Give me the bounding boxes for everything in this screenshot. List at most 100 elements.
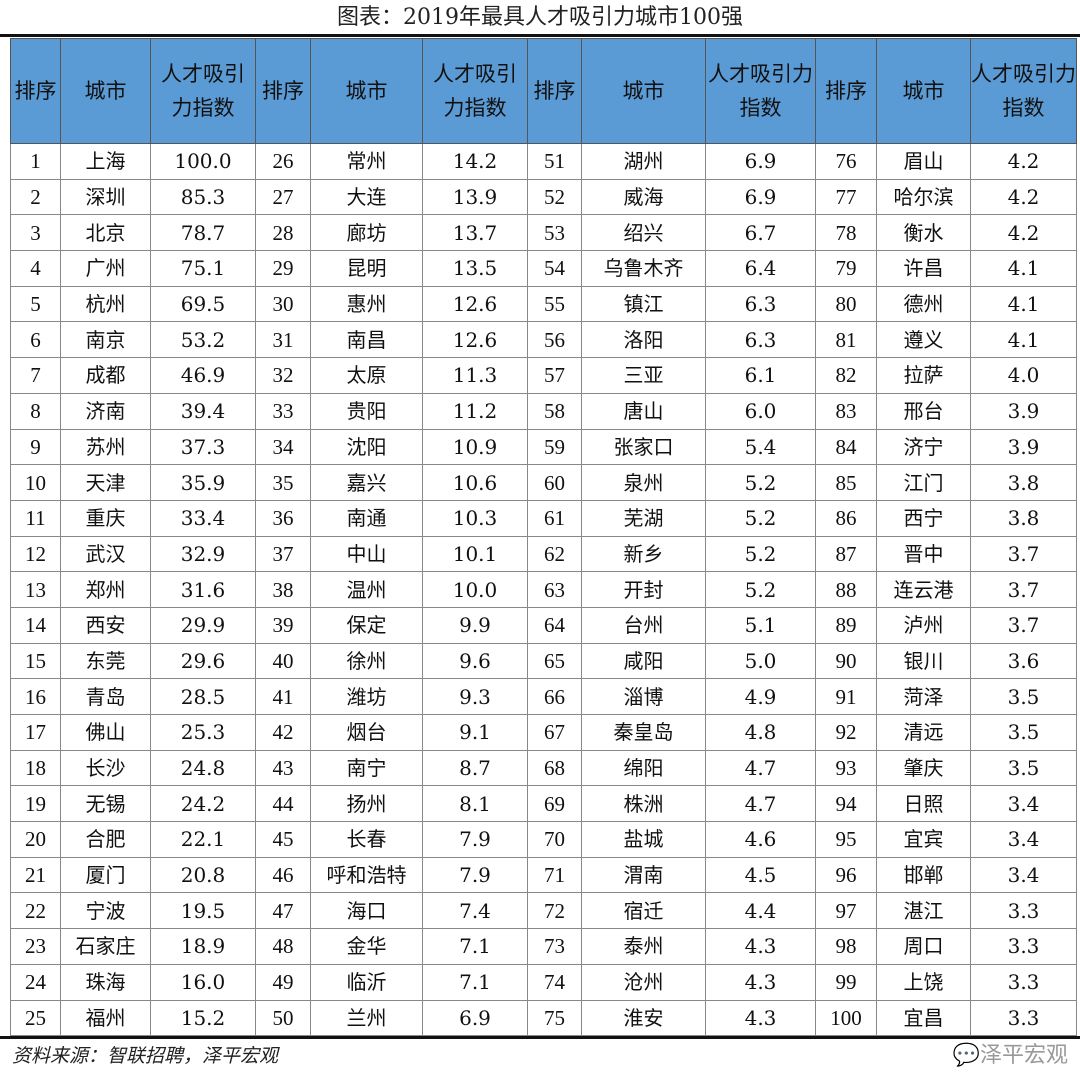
cell-rank: 31 xyxy=(255,321,311,359)
cell-city: 佛山 xyxy=(60,714,151,751)
cell-rank: 94 xyxy=(815,785,877,823)
cell-rank: 85 xyxy=(815,464,877,501)
cell-rank: 93 xyxy=(815,749,877,787)
cell-rank: 53 xyxy=(527,214,582,252)
cell-rank: 69 xyxy=(527,785,582,823)
cell-city: 扬州 xyxy=(310,785,423,823)
cell-index: 6.9 xyxy=(705,143,816,180)
cell-rank: 50 xyxy=(255,999,311,1037)
cell-city: 洛阳 xyxy=(581,321,706,359)
cell-rank: 33 xyxy=(255,392,311,430)
cell-rank: 22 xyxy=(10,892,61,930)
cell-rank: 84 xyxy=(815,428,877,466)
cell-index: 4.0 xyxy=(970,357,1077,394)
cell-city: 青岛 xyxy=(60,678,151,715)
cell-index: 5.0 xyxy=(705,642,816,680)
cell-index: 7.4 xyxy=(422,892,528,930)
cell-index: 7.1 xyxy=(422,963,528,1001)
cell-rank: 23 xyxy=(10,928,61,965)
cell-rank: 42 xyxy=(255,714,311,751)
cell-city: 湛江 xyxy=(876,892,971,930)
cell-city: 新乡 xyxy=(581,535,706,573)
cell-rank: 12 xyxy=(10,535,61,573)
top-rule xyxy=(0,34,1080,37)
cell-city: 深圳 xyxy=(60,178,151,216)
cell-city: 秦皇岛 xyxy=(581,714,706,751)
cell-rank: 24 xyxy=(10,963,61,1001)
cell-city: 长春 xyxy=(310,821,423,858)
cell-index: 10.0 xyxy=(422,571,528,608)
cell-index: 9.1 xyxy=(422,714,528,751)
cell-rank: 96 xyxy=(815,856,877,894)
cell-rank: 39 xyxy=(255,606,311,644)
cell-index: 7.9 xyxy=(422,821,528,858)
cell-rank: 70 xyxy=(527,821,582,858)
cell-rank: 65 xyxy=(527,642,582,680)
cell-city: 宿迁 xyxy=(581,892,706,930)
cell-city: 惠州 xyxy=(310,285,423,323)
cell-rank: 68 xyxy=(527,749,582,787)
cell-city: 金华 xyxy=(310,928,423,965)
cell-rank: 89 xyxy=(815,606,877,644)
cell-city: 乌鲁木齐 xyxy=(581,250,706,287)
cell-rank: 81 xyxy=(815,321,877,359)
cell-rank: 87 xyxy=(815,535,877,573)
cell-index: 3.4 xyxy=(970,785,1077,823)
cell-rank: 27 xyxy=(255,178,311,216)
table-row: 23 石家庄 18.9 48 金华 7.1 73 泰州 4.3 98 周口 3.3 xyxy=(10,928,1077,965)
table-row: 11 重庆 33.4 36 南通 10.3 61 芜湖 5.2 86 西宁 3.8 xyxy=(10,499,1077,537)
cell-index: 29.6 xyxy=(150,642,256,680)
cell-index: 4.1 xyxy=(970,321,1077,359)
cell-index: 3.9 xyxy=(970,428,1077,466)
header-rank: 排序 xyxy=(815,38,877,144)
cell-city: 淮安 xyxy=(581,999,706,1037)
cell-rank: 37 xyxy=(255,535,311,573)
cell-city: 长沙 xyxy=(60,749,151,787)
cell-index: 39.4 xyxy=(150,392,256,430)
cell-city: 连云港 xyxy=(876,571,971,608)
cell-index: 24.2 xyxy=(150,785,256,823)
cell-rank: 18 xyxy=(10,749,61,787)
cell-city: 常州 xyxy=(310,143,423,180)
cell-index: 9.3 xyxy=(422,678,528,715)
cell-index: 6.9 xyxy=(705,178,816,216)
cell-index: 16.0 xyxy=(150,963,256,1001)
table-row: 25 福州 15.2 50 兰州 6.9 75 淮安 4.3 100 宜昌 3.3 xyxy=(10,999,1077,1037)
cell-city: 南通 xyxy=(310,499,423,537)
cell-index: 69.5 xyxy=(150,285,256,323)
cell-index: 31.6 xyxy=(150,571,256,608)
cell-index: 35.9 xyxy=(150,464,256,501)
cell-rank: 5 xyxy=(10,285,61,323)
cell-index: 14.2 xyxy=(422,143,528,180)
cell-rank: 21 xyxy=(10,856,61,894)
cell-rank: 25 xyxy=(10,999,61,1037)
cell-index: 75.1 xyxy=(150,250,256,287)
cell-city: 郑州 xyxy=(60,571,151,608)
cell-city: 三亚 xyxy=(581,357,706,394)
cell-index: 12.6 xyxy=(422,285,528,323)
header-city: 城市 xyxy=(310,38,423,144)
cell-index: 37.3 xyxy=(150,428,256,466)
cell-city: 哈尔滨 xyxy=(876,178,971,216)
cell-city: 嘉兴 xyxy=(310,464,423,501)
cell-rank: 62 xyxy=(527,535,582,573)
cell-rank: 99 xyxy=(815,963,877,1001)
cell-index: 6.4 xyxy=(705,250,816,287)
cell-city: 唐山 xyxy=(581,392,706,430)
header-index: 人才吸引力指数 xyxy=(422,38,528,144)
table-row: 5 杭州 69.5 30 惠州 12.6 55 镇江 6.3 80 德州 4.1 xyxy=(10,285,1077,323)
cell-city: 上海 xyxy=(60,143,151,180)
cell-city: 许昌 xyxy=(876,250,971,287)
cell-rank: 75 xyxy=(527,999,582,1037)
cell-index: 4.3 xyxy=(705,999,816,1037)
cell-city: 海口 xyxy=(310,892,423,930)
cell-index: 78.7 xyxy=(150,214,256,252)
cell-index: 3.3 xyxy=(970,928,1077,965)
cell-city: 广州 xyxy=(60,250,151,287)
cell-rank: 6 xyxy=(10,321,61,359)
cell-index: 7.9 xyxy=(422,856,528,894)
cell-city: 衡水 xyxy=(876,214,971,252)
cell-rank: 76 xyxy=(815,143,877,180)
table-title: 图表：2019年最具人才吸引力城市100强 xyxy=(337,5,743,30)
cell-index: 29.9 xyxy=(150,606,256,644)
